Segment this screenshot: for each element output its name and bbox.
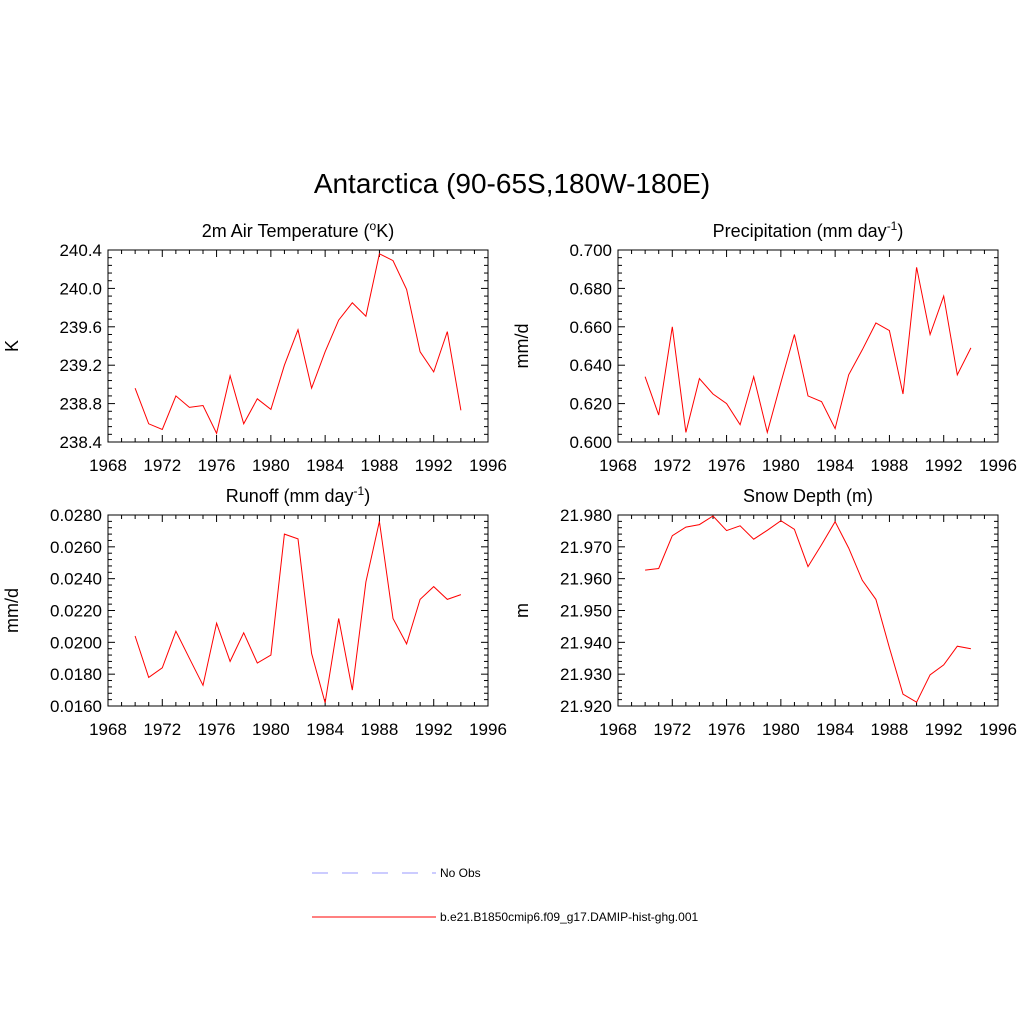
panel-1: 2m Air Temperature (oK) 1968 1972 1976 1980 1… bbox=[2, 219, 507, 475]
y-tick-label: 0.0240 bbox=[50, 570, 102, 589]
y-tick-label: 238.4 bbox=[59, 433, 102, 452]
y-tick-label: 0.660 bbox=[569, 318, 612, 337]
y-tick-label: 0.0260 bbox=[50, 538, 102, 557]
y-tick-label: 0.0280 bbox=[50, 506, 102, 525]
x-tick-label: 1976 bbox=[708, 720, 746, 739]
series-line bbox=[134, 521, 462, 703]
figure-title: Antarctica (90-65S,180W-180E) bbox=[313, 168, 711, 199]
x-tick-label: 1980 bbox=[762, 720, 800, 739]
x-tick-label: 1984 bbox=[816, 456, 854, 475]
y-axis-label: m bbox=[512, 603, 532, 618]
panel-3: Runoff (mm day-1) 1968 1972 1976 1980 1984 198… bbox=[2, 484, 507, 739]
x-tick-label: 1996 bbox=[469, 720, 507, 739]
x-tick-label: 1992 bbox=[925, 456, 963, 475]
x-tick-label: 1980 bbox=[762, 456, 800, 475]
x-tick-label: 1972 bbox=[143, 456, 181, 475]
x-tick-label: 1968 bbox=[599, 720, 637, 739]
y-tick-label: 0.0160 bbox=[50, 697, 102, 716]
x-tick-label: 1980 bbox=[252, 456, 290, 475]
x-tick-label: 1968 bbox=[89, 720, 127, 739]
x-tick-label: 1988 bbox=[871, 720, 909, 739]
x-tick-label: 1980 bbox=[252, 720, 290, 739]
panel-2: Precipitation (mm day-1) 1968 1972 1976 1980… bbox=[512, 219, 1017, 475]
y-tick-label: 0.0180 bbox=[50, 665, 102, 684]
panel-title: Precipitation (mm day-1) bbox=[713, 219, 904, 241]
y-tick-label: 0.640 bbox=[569, 356, 612, 375]
x-tick-label: 1984 bbox=[306, 720, 344, 739]
y-tick-label: 240.0 bbox=[59, 279, 102, 298]
y-tick-label: 21.940 bbox=[560, 633, 612, 652]
y-tick-label: 21.920 bbox=[560, 697, 612, 716]
x-tick-label: 1988 bbox=[871, 456, 909, 475]
series-line bbox=[134, 253, 462, 435]
x-tick-label: 1988 bbox=[361, 720, 399, 739]
x-tick-label: 1984 bbox=[816, 720, 854, 739]
y-tick-label: 239.2 bbox=[59, 356, 102, 375]
series-line bbox=[644, 267, 972, 435]
y-tick-label: 239.6 bbox=[59, 318, 102, 337]
x-tick-label: 1972 bbox=[653, 456, 691, 475]
x-tick-label: 1992 bbox=[415, 456, 453, 475]
y-tick-label: 21.970 bbox=[560, 538, 612, 557]
x-tick-label: 1976 bbox=[198, 720, 236, 739]
y-tick-label: 240.4 bbox=[59, 241, 102, 260]
y-tick-label: 0.700 bbox=[569, 241, 612, 260]
legend-label: b.e21.B1850cmip6.f09_g17.DAMIP-hist-ghg.… bbox=[440, 910, 698, 924]
x-tick-label: 1976 bbox=[708, 456, 746, 475]
legend: No Obs b.e21.B1850cmip6.f09_g17.DAMIP-his… bbox=[312, 866, 698, 924]
plot-frame bbox=[617, 514, 999, 707]
y-axis-label: K bbox=[2, 340, 22, 352]
x-tick-label: 1992 bbox=[415, 720, 453, 739]
series-line bbox=[645, 515, 971, 703]
panel-title: 2m Air Temperature (oK) bbox=[202, 219, 394, 241]
y-tick-label: 21.960 bbox=[560, 570, 612, 589]
x-tick-label: 1992 bbox=[925, 720, 963, 739]
x-tick-label: 1996 bbox=[979, 720, 1017, 739]
x-tick-label: 1968 bbox=[89, 456, 127, 475]
panel-title: Runoff (mm day-1) bbox=[226, 484, 370, 506]
x-tick-label: 1996 bbox=[979, 456, 1017, 475]
x-tick-label: 1984 bbox=[306, 456, 344, 475]
y-tick-label: 0.0200 bbox=[50, 633, 102, 652]
y-tick-label: 21.980 bbox=[560, 506, 612, 525]
y-tick-label: 0.680 bbox=[569, 279, 612, 298]
x-tick-label: 1996 bbox=[469, 456, 507, 475]
y-tick-label: 0.0220 bbox=[50, 602, 102, 621]
x-tick-label: 1976 bbox=[198, 456, 236, 475]
x-tick-label: 1972 bbox=[653, 720, 691, 739]
x-tick-label: 1972 bbox=[143, 720, 181, 739]
plot-frame bbox=[107, 249, 489, 443]
y-axis-label: mm/d bbox=[512, 324, 532, 369]
y-tick-label: 21.950 bbox=[560, 602, 612, 621]
y-axis-label: mm/d bbox=[2, 588, 22, 633]
legend-label: No Obs bbox=[440, 866, 481, 880]
y-tick-label: 0.600 bbox=[569, 433, 612, 452]
plot-frame bbox=[107, 514, 489, 707]
y-tick-label: 238.8 bbox=[59, 395, 102, 414]
panel-title: Snow Depth (m) bbox=[743, 486, 873, 506]
x-tick-label: 1988 bbox=[361, 456, 399, 475]
y-tick-label: 21.930 bbox=[560, 665, 612, 684]
x-tick-label: 1968 bbox=[599, 456, 637, 475]
panel-4: Snow Depth (m) 1968 1972 1976 1980 1984 1988 19… bbox=[512, 486, 1017, 739]
y-tick-label: 0.620 bbox=[569, 395, 612, 414]
